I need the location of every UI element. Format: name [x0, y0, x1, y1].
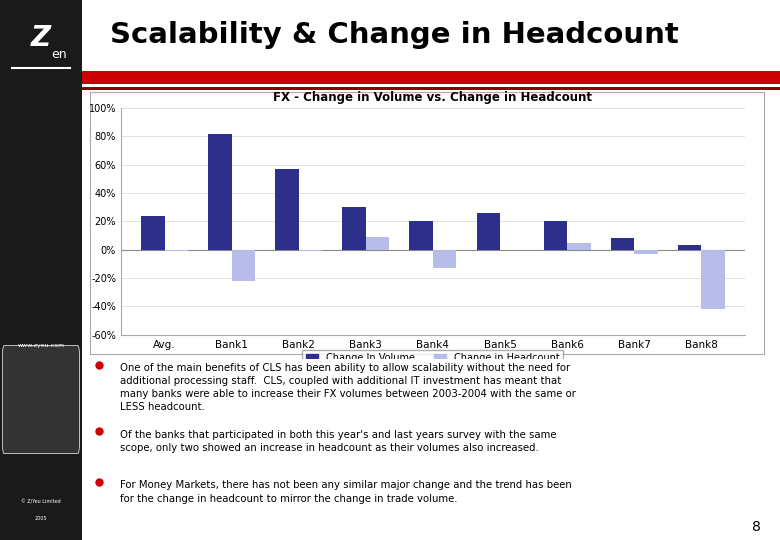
Bar: [544, 221, 567, 249]
Bar: [165, 249, 188, 251]
Text: For Money Markets, there has not been any similar major change and the trend has: For Money Markets, there has not been an…: [119, 480, 572, 503]
Bar: [275, 169, 299, 249]
Title: FX - Change in Volume vs. Change in Headcount: FX - Change in Volume vs. Change in Head…: [274, 91, 592, 104]
Bar: [208, 133, 232, 249]
Bar: [232, 249, 255, 281]
Text: 8: 8: [752, 519, 760, 534]
Text: 2005: 2005: [34, 516, 48, 521]
Text: One of the main benefits of CLS has been ability to allow scalability without th: One of the main benefits of CLS has been…: [119, 363, 576, 413]
Bar: [366, 237, 389, 249]
Text: en: en: [51, 48, 67, 60]
FancyBboxPatch shape: [2, 346, 80, 454]
Text: Z: Z: [31, 24, 51, 52]
Text: www.zyeu.com: www.zyeu.com: [17, 343, 65, 348]
Bar: [342, 207, 366, 249]
Bar: [611, 239, 634, 249]
Bar: [678, 246, 701, 249]
Bar: [634, 249, 658, 254]
Bar: [410, 221, 433, 249]
Bar: [567, 242, 590, 249]
Text: Of the banks that participated in both this year's and last years survey with th: Of the banks that participated in both t…: [119, 430, 556, 453]
Bar: [433, 249, 456, 268]
Bar: [141, 215, 165, 249]
Bar: [299, 249, 322, 251]
Bar: [477, 213, 500, 249]
Legend: Change In Volume, Change in Headcount: Change In Volume, Change in Headcount: [303, 349, 563, 367]
Text: Scalability & Change in Headcount: Scalability & Change in Headcount: [110, 21, 679, 49]
Bar: [701, 249, 725, 309]
Text: © Z/Yeu Limited: © Z/Yeu Limited: [21, 500, 61, 505]
